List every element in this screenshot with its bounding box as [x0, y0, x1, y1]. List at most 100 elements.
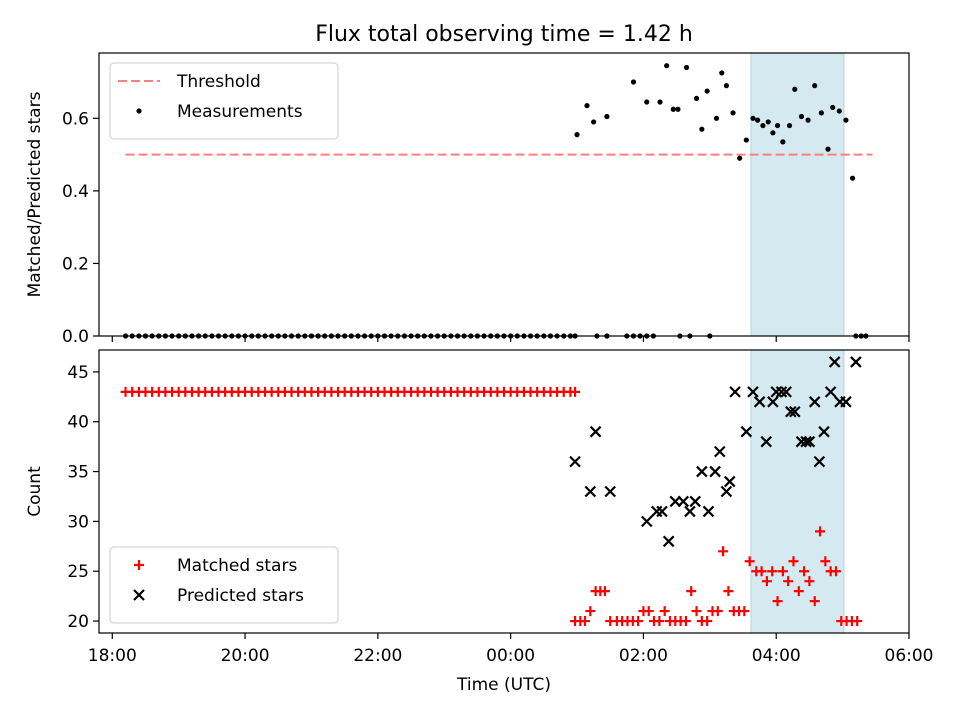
- top-point: [760, 122, 766, 129]
- bottom-point: [599, 586, 610, 597]
- xtick-label: 18:00: [88, 646, 137, 666]
- top-point: [818, 110, 824, 116]
- top-point: [591, 119, 597, 125]
- top-point: [644, 99, 650, 105]
- bottom-point: [815, 526, 826, 537]
- top-point: [704, 88, 710, 94]
- top-legend-box: [109, 62, 339, 140]
- top-ytick-label: 0.6: [62, 109, 89, 129]
- top-point: [750, 115, 756, 121]
- top-point: [604, 113, 610, 120]
- bottom-legend-box: [109, 546, 339, 624]
- bottom-point: [680, 616, 691, 627]
- bottom-point: [650, 505, 663, 518]
- top-point: [786, 122, 793, 129]
- bottom-point: [720, 485, 733, 498]
- bottom-point: [761, 576, 772, 587]
- bottom-ytick-label: 45: [67, 363, 89, 383]
- bottom-point: [570, 386, 581, 397]
- bottom-point: [789, 406, 801, 418]
- legend-swatch: [134, 560, 144, 570]
- bottom-point: [714, 445, 726, 458]
- bottom-point: [740, 425, 753, 438]
- bottom-point: [747, 386, 759, 398]
- bottom-point: [772, 596, 783, 607]
- bottom-point: [850, 356, 862, 368]
- bottom-point: [739, 606, 750, 617]
- bottom-point: [633, 616, 644, 627]
- bottom-point: [702, 505, 715, 518]
- top-highlight-band: [750, 52, 845, 337]
- top-point: [825, 146, 831, 152]
- bottom-point: [656, 505, 668, 518]
- legend-label: Measurements: [177, 102, 303, 122]
- bottom-point: [760, 435, 773, 448]
- top-point: [657, 99, 663, 105]
- bottom-point: [689, 495, 701, 508]
- top-point: [713, 115, 720, 121]
- bottom-point: [662, 535, 675, 548]
- x-axis-label: Time (UTC): [456, 675, 551, 695]
- top-point: [792, 86, 798, 92]
- legend-swatch: [136, 108, 142, 114]
- bottom-point: [820, 556, 831, 567]
- bottom-point: [830, 566, 841, 577]
- top-axes-frame: [98, 52, 910, 337]
- bottom-legend: Matched stars Predicted stars: [109, 546, 339, 624]
- bottom-point: [584, 485, 597, 498]
- xtick-label: 04:00: [752, 646, 801, 666]
- bottom-point: [723, 475, 736, 488]
- bottom-point: [691, 606, 702, 617]
- bottom-point: [729, 386, 741, 398]
- top-point: [836, 108, 842, 114]
- bottom-point: [604, 485, 617, 498]
- xtick-label: 02:00: [619, 646, 668, 666]
- top-point: [693, 95, 700, 101]
- top-point: [699, 126, 705, 132]
- top-point: [723, 83, 730, 89]
- top-point: [780, 139, 786, 145]
- bottom-point: [818, 425, 830, 438]
- top-point: [765, 119, 771, 125]
- bottom-point: [828, 356, 841, 368]
- bottom-ytick-label: 30: [67, 512, 89, 532]
- bottom-point: [712, 606, 723, 617]
- bottom-point: [756, 566, 767, 577]
- xtick-label: 06:00: [885, 646, 934, 666]
- top-point: [730, 110, 736, 116]
- xtick-label: 20:00: [221, 646, 270, 666]
- bottom-point: [702, 616, 713, 627]
- bottom-panel: 20 25 30 35 40 45 18:00 20:00 22:00 00:00 02:00 04:…: [25, 349, 934, 666]
- bottom-point: [783, 576, 794, 587]
- top-point: [719, 70, 725, 76]
- bottom-point: [569, 455, 581, 468]
- bottom-point: [640, 515, 653, 528]
- legend-label: Threshold: [176, 72, 261, 92]
- bottom-point: [780, 386, 792, 398]
- bottom-point: [767, 566, 778, 577]
- top-point: [770, 130, 776, 136]
- top-point: [830, 104, 836, 111]
- bottom-point: [840, 396, 852, 408]
- bottom-point: [800, 435, 812, 448]
- bottom-point: [723, 586, 734, 597]
- bottom-point: [775, 386, 788, 398]
- top-point: [670, 106, 676, 112]
- top-ytick-label: 0.0: [62, 327, 89, 347]
- bottom-point: [696, 465, 708, 478]
- top-point: [774, 122, 781, 129]
- top-point: [737, 155, 743, 161]
- top-point: [743, 137, 749, 143]
- top-point: [805, 117, 811, 123]
- bottom-point: [686, 586, 697, 597]
- top-point: [798, 113, 805, 120]
- bottom-point: [809, 596, 820, 607]
- legend-swatch: [133, 589, 145, 601]
- bottom-point: [813, 455, 826, 468]
- bottom-series-0: [120, 386, 863, 627]
- bottom-ytick-label: 25: [67, 562, 89, 582]
- bottom-point: [753, 396, 766, 408]
- bottom-point: [852, 616, 863, 627]
- bottom-point: [744, 556, 755, 567]
